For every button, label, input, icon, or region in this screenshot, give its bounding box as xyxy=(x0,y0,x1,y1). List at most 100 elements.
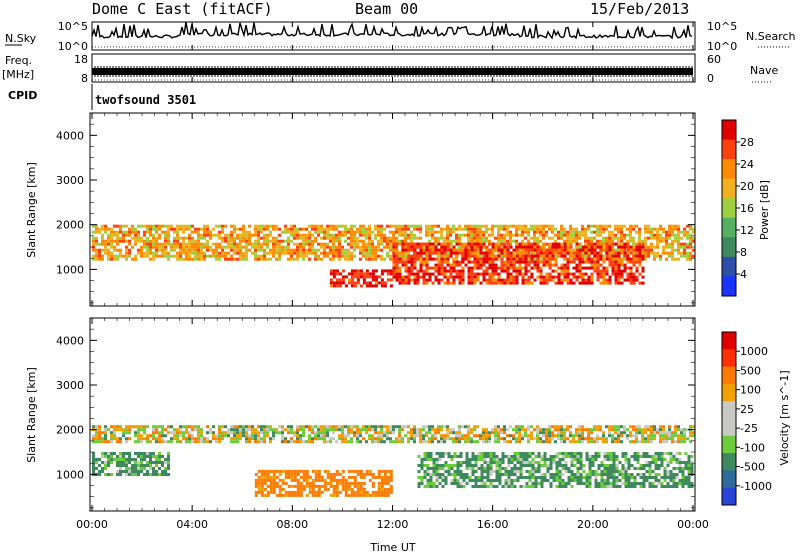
heatmap-cell xyxy=(326,251,329,255)
heatmap-cell xyxy=(588,470,592,473)
heatmap-cell xyxy=(531,461,535,464)
heatmap-cell xyxy=(521,275,525,279)
heatmap-cell xyxy=(389,284,393,288)
heatmap-cell xyxy=(689,254,692,258)
heatmap-cell xyxy=(404,269,408,273)
heatmap-cell xyxy=(278,431,281,435)
heatmap-cell xyxy=(464,224,467,228)
heatmap-cell xyxy=(536,242,540,246)
heatmap-cell xyxy=(377,245,380,249)
heatmap-cell xyxy=(476,236,479,240)
heatmap-cell xyxy=(269,481,273,485)
heatmap-cell xyxy=(522,455,526,458)
heatmap-cell xyxy=(453,464,457,467)
heatmap-cell xyxy=(474,461,478,464)
heatmap-cell xyxy=(624,452,628,455)
heatmap-cell xyxy=(489,482,493,485)
heatmap-cell xyxy=(95,230,98,234)
heatmap-cell xyxy=(503,269,507,273)
heatmap-cell xyxy=(125,464,128,467)
heatmap-cell xyxy=(368,248,371,252)
heatmap-cell xyxy=(311,481,315,485)
heatmap-cell xyxy=(359,469,363,473)
heatmap-cell xyxy=(465,455,469,458)
heatmap-cell xyxy=(410,245,414,249)
heatmap-cell xyxy=(146,245,149,249)
heatmap-cell xyxy=(383,239,386,243)
heatmap-cell xyxy=(167,254,170,258)
heatmap-cell xyxy=(353,493,357,497)
heatmap-cell xyxy=(380,281,384,285)
heatmap-cell xyxy=(185,251,188,255)
heatmap-cell xyxy=(549,482,553,485)
heatmap-cell xyxy=(407,251,410,255)
heatmap-cell xyxy=(630,455,634,458)
heatmap-cell xyxy=(161,242,164,246)
heatmap-cell xyxy=(663,476,667,479)
heatmap-cell xyxy=(527,437,530,441)
heatmap-cell xyxy=(356,487,360,491)
heatmap-cell xyxy=(278,242,281,246)
heatmap-cell xyxy=(116,440,119,444)
heatmap-cell xyxy=(563,233,566,237)
heatmap-cell xyxy=(320,425,323,429)
heatmap-cell xyxy=(524,428,527,432)
heatmap-cell xyxy=(473,251,477,255)
heatmap-cell xyxy=(621,482,625,485)
heatmap-cell xyxy=(365,490,369,494)
heatmap-cell xyxy=(95,440,98,444)
heatmap-cell xyxy=(317,434,320,438)
heatmap-cell xyxy=(629,260,633,264)
heatmap-cell xyxy=(380,469,384,473)
heatmap-cell xyxy=(668,236,671,240)
heatmap-cell xyxy=(290,251,293,255)
heatmap-cell xyxy=(233,227,236,231)
heatmap-cell xyxy=(347,469,351,473)
heatmap-cell xyxy=(326,440,329,444)
heatmap-cell xyxy=(374,475,378,479)
heatmap-cell xyxy=(419,242,423,246)
heatmap-cell xyxy=(539,431,542,435)
heatmap-cell xyxy=(593,251,597,255)
heatmap-cell xyxy=(374,236,377,240)
heatmap-cell xyxy=(341,475,345,479)
heatmap-cell xyxy=(654,461,658,464)
heatmap-cell xyxy=(461,278,465,282)
heatmap-cell xyxy=(482,260,486,264)
heatmap-cell xyxy=(647,425,650,429)
heatmap-cell xyxy=(392,236,395,240)
heatmap-cell xyxy=(470,272,474,276)
heatmap-cell xyxy=(446,236,449,240)
heatmap-cell xyxy=(443,257,446,261)
heatmap-cell xyxy=(651,455,655,458)
heatmap-cell xyxy=(365,245,368,249)
heatmap-cell xyxy=(446,263,450,267)
heatmap-cell xyxy=(593,425,596,429)
heatmap-cell xyxy=(242,233,245,237)
heatmap-cell xyxy=(251,233,254,237)
heatmap-cell xyxy=(657,467,661,470)
heatmap-cell xyxy=(635,431,638,435)
heatmap-cell xyxy=(473,275,477,279)
heatmap-cell xyxy=(533,224,536,228)
heatmap-cell xyxy=(636,467,640,470)
heatmap-cell xyxy=(275,245,278,249)
heatmap-cell xyxy=(371,475,375,479)
heatmap-cell xyxy=(107,257,110,261)
heatmap-cell xyxy=(260,236,263,240)
heatmap-cell xyxy=(341,251,344,255)
heatmap-cell xyxy=(389,431,392,435)
heatmap-cell xyxy=(443,269,447,273)
heatmap-cell xyxy=(623,233,626,237)
heatmap-cell xyxy=(545,257,548,261)
heatmap-cell xyxy=(456,482,460,485)
heatmap-cell xyxy=(221,224,224,228)
heatmap-cell xyxy=(525,461,529,464)
heatmap-cell xyxy=(471,467,475,470)
heatmap-cell xyxy=(617,272,621,276)
heatmap-cell xyxy=(549,464,553,467)
heatmap-cell xyxy=(164,473,167,476)
heatmap-cell xyxy=(560,263,564,267)
heatmap-cell xyxy=(407,254,411,258)
heatmap-cell xyxy=(128,455,131,458)
